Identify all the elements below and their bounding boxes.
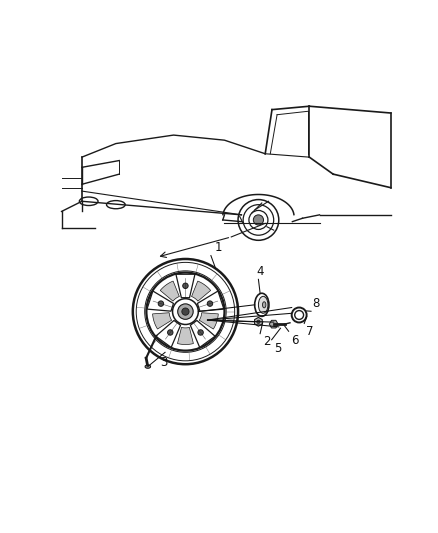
Polygon shape — [152, 313, 172, 329]
Ellipse shape — [145, 365, 151, 368]
Text: 8: 8 — [313, 297, 320, 310]
Ellipse shape — [258, 296, 268, 313]
Polygon shape — [177, 327, 194, 344]
Text: 4: 4 — [257, 265, 264, 278]
Circle shape — [183, 283, 188, 288]
Polygon shape — [156, 320, 180, 348]
Text: 6: 6 — [291, 334, 298, 346]
Ellipse shape — [262, 302, 266, 308]
Circle shape — [158, 301, 164, 306]
Ellipse shape — [106, 200, 125, 209]
Polygon shape — [254, 317, 262, 326]
Text: 5: 5 — [274, 342, 281, 355]
Polygon shape — [176, 274, 195, 297]
Circle shape — [207, 301, 213, 306]
Polygon shape — [147, 291, 173, 311]
Polygon shape — [198, 291, 224, 311]
Circle shape — [257, 320, 260, 324]
Text: 1: 1 — [214, 241, 222, 254]
Polygon shape — [199, 313, 218, 329]
Ellipse shape — [79, 197, 98, 206]
Circle shape — [178, 304, 193, 319]
Text: 3: 3 — [160, 356, 167, 369]
Circle shape — [253, 215, 264, 225]
Circle shape — [198, 330, 203, 335]
Polygon shape — [160, 281, 179, 301]
Text: 2: 2 — [264, 335, 271, 349]
Polygon shape — [269, 320, 278, 328]
Circle shape — [168, 330, 173, 335]
Circle shape — [173, 298, 198, 325]
Circle shape — [182, 308, 189, 315]
Ellipse shape — [254, 293, 269, 317]
Polygon shape — [191, 320, 215, 348]
Text: 7: 7 — [306, 325, 314, 338]
Polygon shape — [191, 281, 211, 301]
